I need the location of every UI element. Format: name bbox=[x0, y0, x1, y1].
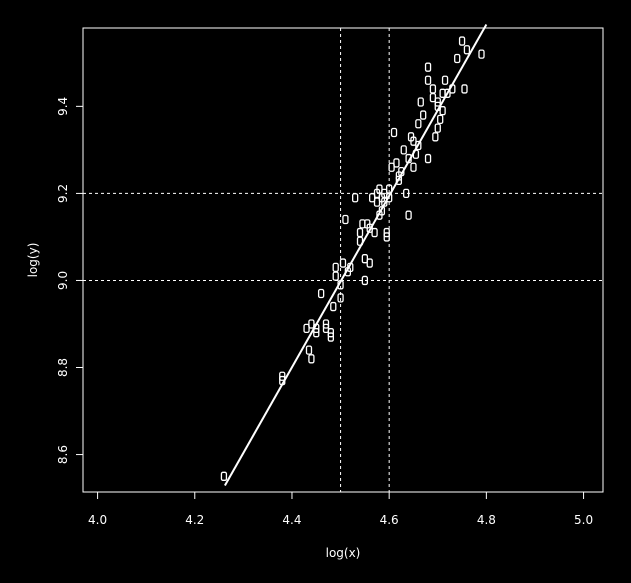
data-point bbox=[369, 193, 376, 203]
data-point bbox=[458, 36, 466, 46]
x-axis-label: log(x) bbox=[326, 546, 361, 560]
data-point bbox=[403, 188, 410, 199]
data-point bbox=[308, 319, 315, 329]
data-point bbox=[337, 293, 344, 303]
data-point bbox=[415, 119, 422, 129]
data-point bbox=[332, 271, 339, 281]
data-point bbox=[322, 319, 330, 329]
reference-lines bbox=[83, 28, 603, 492]
data-point bbox=[432, 132, 439, 142]
x-axis: 4.0 4.2 4.4 4.6 4.8 5.0 bbox=[88, 492, 593, 527]
data-point bbox=[373, 197, 381, 207]
data-point bbox=[364, 219, 371, 229]
data-point bbox=[332, 262, 339, 273]
x-tick-label: 4.8 bbox=[477, 513, 496, 527]
data-point bbox=[390, 127, 398, 138]
data-point bbox=[308, 354, 315, 364]
plot-frame bbox=[82, 27, 604, 493]
y-tick-label: 9.2 bbox=[56, 184, 70, 203]
data-point bbox=[317, 288, 325, 299]
data-point bbox=[322, 323, 330, 333]
data-point bbox=[424, 153, 432, 164]
data-point bbox=[376, 184, 383, 194]
data-point bbox=[405, 210, 412, 220]
data-point bbox=[434, 123, 441, 133]
data-point bbox=[388, 162, 395, 172]
data-point bbox=[410, 136, 417, 146]
data-point bbox=[361, 275, 369, 286]
data-point bbox=[279, 371, 286, 381]
data-point bbox=[313, 328, 320, 338]
x-tick-label: 4.4 bbox=[282, 513, 301, 527]
fit-line-group bbox=[224, 24, 488, 486]
y-axis: 8.6 8.8 9.0 9.2 9.4 bbox=[56, 97, 83, 464]
data-point bbox=[434, 97, 441, 107]
data-point bbox=[383, 232, 390, 242]
data-point bbox=[400, 145, 407, 155]
data-point bbox=[437, 114, 444, 125]
data-point bbox=[461, 84, 468, 94]
data-point bbox=[478, 49, 485, 59]
data-point bbox=[383, 227, 390, 238]
data-point bbox=[342, 214, 349, 225]
data-point bbox=[444, 88, 451, 98]
data-point bbox=[327, 332, 335, 342]
data-point bbox=[439, 106, 446, 116]
data-point bbox=[220, 471, 228, 481]
data-point bbox=[330, 301, 337, 312]
data-point bbox=[395, 175, 403, 185]
data-point bbox=[424, 62, 432, 72]
data-point bbox=[393, 158, 400, 168]
x-tick-label: 4.2 bbox=[185, 513, 204, 527]
x-tick-label: 5.0 bbox=[574, 513, 593, 527]
y-tick-label: 8.6 bbox=[56, 445, 70, 464]
data-point bbox=[351, 193, 359, 203]
data-point bbox=[303, 323, 310, 333]
data-point bbox=[305, 345, 313, 355]
y-tick-label: 9.4 bbox=[56, 97, 70, 116]
data-point bbox=[327, 328, 335, 338]
data-point bbox=[410, 162, 417, 172]
y-tick-label: 8.8 bbox=[56, 358, 70, 377]
fit-line bbox=[224, 24, 488, 486]
data-point bbox=[420, 110, 427, 120]
x-tick-label: 4.6 bbox=[380, 513, 399, 527]
x-tick-label: 4.0 bbox=[88, 513, 107, 527]
data-point bbox=[441, 75, 449, 85]
data-point bbox=[381, 188, 388, 199]
data-point bbox=[361, 254, 369, 264]
y-tick-label: 9.0 bbox=[56, 271, 70, 290]
data-point bbox=[429, 84, 437, 94]
data-point bbox=[386, 184, 393, 194]
data-point bbox=[429, 92, 437, 103]
y-axis-label: log(y) bbox=[26, 243, 40, 278]
data-point bbox=[424, 75, 432, 85]
data-point bbox=[386, 193, 393, 203]
data-point bbox=[356, 227, 364, 238]
data-point bbox=[371, 227, 378, 238]
data-point bbox=[454, 53, 461, 64]
data-point bbox=[463, 45, 471, 55]
data-point bbox=[417, 97, 424, 107]
data-point bbox=[415, 140, 422, 151]
data-point bbox=[339, 258, 347, 268]
data-point bbox=[366, 258, 373, 268]
